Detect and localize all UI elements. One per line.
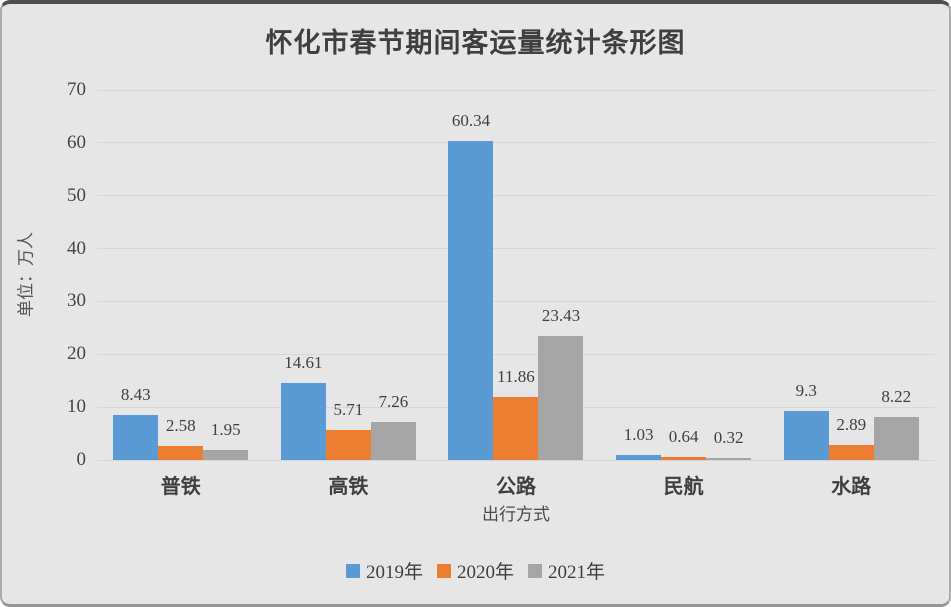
- data-label: 14.61: [284, 352, 323, 372]
- gridline: [97, 195, 935, 197]
- bar-group-水路: 9.3 2.89 8.22: [767, 90, 935, 460]
- bar-2020年-民航: [661, 456, 707, 460]
- data-label: 9.3: [795, 380, 817, 400]
- bar-2019年-民航: [616, 454, 662, 460]
- gridline: [97, 459, 935, 461]
- y-tick-label: 10: [67, 396, 86, 418]
- bar-group-民航: 1.03 0.64 0.32: [600, 90, 768, 460]
- gridline: [97, 353, 935, 355]
- x-axis-title: 出行方式: [482, 505, 550, 524]
- y-tick-label: 40: [67, 237, 86, 259]
- legend-swatch-icon: [345, 563, 360, 578]
- legend: 2019年 2020年 2021年: [2, 557, 949, 584]
- category-label-水路: 水路: [831, 476, 872, 498]
- bar-2020年-普铁: [158, 446, 204, 460]
- bar-2019年-公路: [448, 141, 494, 460]
- data-label: 5.71: [333, 399, 364, 419]
- bar-2019年-高铁: [280, 382, 326, 460]
- y-tick-label: 70: [67, 79, 86, 100]
- data-label: 1.03: [623, 424, 654, 444]
- data-label: 7.26: [378, 391, 409, 411]
- category-label-普铁: 普铁: [160, 476, 201, 498]
- legend-label: 2019年: [365, 562, 423, 583]
- legend-label: 2020年: [456, 562, 514, 583]
- bar-2019年-水路: [783, 410, 829, 460]
- bar-2021年-民航: [706, 458, 752, 460]
- data-label: 0.64: [668, 426, 699, 446]
- data-label: 8.43: [120, 385, 151, 405]
- bar-2021年-公路: [538, 336, 584, 460]
- bar-group-公路: 60.34 11.86 23.43: [432, 90, 600, 460]
- bar-2019年-普铁: [113, 415, 159, 460]
- gridline: [97, 89, 935, 91]
- bar-2020年-高铁: [325, 429, 371, 460]
- legend-label: 2021年: [548, 562, 606, 583]
- y-tick-label: 30: [67, 290, 86, 312]
- chart-title: 怀化市春节期间客运量统计条形图: [265, 28, 686, 58]
- bar-group-普铁: 8.43 2.58 1.95: [97, 90, 265, 460]
- bar-group-高铁: 14.61 5.71 7.26: [265, 90, 433, 460]
- data-label: 0.32: [713, 428, 744, 448]
- gridline: [97, 142, 935, 144]
- data-label: 8.22: [881, 386, 912, 406]
- legend-item-2021年: 2021年: [528, 557, 605, 584]
- legend-swatch-icon: [528, 563, 542, 578]
- bar-2020年-水路: [828, 444, 874, 460]
- y-tick-label: 20: [67, 343, 86, 365]
- bar-2021年-高铁: [370, 421, 416, 460]
- category-label-民航: 民航: [663, 476, 704, 498]
- y-tick-label: 50: [67, 184, 86, 206]
- legend-item-2020年: 2020年: [436, 557, 514, 584]
- gridline: [97, 248, 935, 250]
- data-label: 2.89: [836, 414, 867, 434]
- data-label: 11.86: [497, 367, 535, 387]
- data-label: 1.95: [210, 419, 241, 439]
- y-tick-label: 60: [67, 131, 86, 153]
- data-label: 60.34: [451, 111, 491, 131]
- data-label: 2.58: [165, 416, 196, 436]
- category-label-高铁: 高铁: [328, 476, 369, 498]
- y-axis-title: 单位：万人: [16, 232, 36, 317]
- legend-swatch-icon: [436, 563, 451, 578]
- category-label-公路: 公路: [496, 476, 536, 498]
- data-label: 23.43: [541, 306, 581, 326]
- y-tick-label: 0: [76, 449, 87, 470]
- gridline: [97, 300, 935, 302]
- bar-2020年-公路: [493, 397, 539, 460]
- bar-2021年-水路: [873, 416, 919, 460]
- legend-item-2019年: 2019年: [345, 557, 423, 584]
- plot-area: 8.43 2.58 1.95 14.61 5.71 7.26 60.34 11.86 23.43…: [97, 89, 935, 461]
- bar-2021年-普铁: [203, 449, 249, 460]
